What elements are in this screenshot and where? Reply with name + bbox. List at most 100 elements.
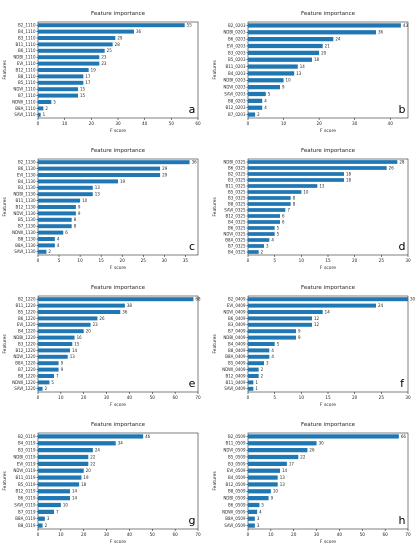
x-tick-label: 0	[37, 395, 40, 400]
bar	[38, 211, 76, 216]
data-label: 5	[277, 341, 280, 346]
data-label: 22	[90, 461, 96, 466]
bar	[248, 226, 275, 230]
panel-letter: f	[400, 377, 405, 390]
data-label: 43	[403, 23, 409, 28]
data-label: 55	[187, 23, 193, 28]
data-label: 19	[83, 475, 89, 480]
bar	[248, 172, 344, 176]
y-tick-label: B5_1110	[18, 80, 36, 85]
y-tick-label: NDBI_1220	[13, 335, 36, 340]
y-tick-label: B7_0119	[18, 509, 36, 514]
x-tick-label: 20	[120, 258, 126, 263]
data-label: 24	[335, 37, 341, 42]
data-label: 23	[101, 61, 107, 66]
x-tick-label: 40	[142, 121, 148, 126]
x-tick-label: 20	[291, 532, 297, 537]
x-tick-label: 0	[247, 532, 250, 537]
y-tick-label: B2_1220	[18, 297, 36, 302]
panel-h: Feature importance 0 10 20 30 40 50 60 70 F score…	[212, 422, 411, 545]
y-tick-label: B4_0119	[18, 441, 36, 446]
x-tick-label: 25	[141, 258, 147, 263]
x-tick-label: 40	[127, 532, 133, 537]
data-label: 22	[90, 454, 96, 459]
bar	[248, 30, 376, 35]
x-tick-label: 15	[325, 395, 331, 400]
data-label: 14	[72, 348, 78, 353]
y-tick-label: B2_0203	[228, 23, 246, 28]
y-axis-label: Features	[2, 471, 8, 491]
y-tick-label: NDVI_1110	[13, 87, 36, 92]
y-tick-label: B5_0409	[228, 361, 246, 366]
data-label: 9	[282, 85, 285, 90]
bar	[248, 232, 275, 236]
bar	[248, 348, 270, 353]
data-label: 26	[389, 165, 395, 170]
x-tick-label: 50	[360, 532, 366, 537]
data-label: 21	[325, 43, 331, 48]
panel-title: Feature importance	[91, 422, 146, 428]
x-tick-label: 30	[104, 395, 110, 400]
data-label: 15	[80, 87, 86, 92]
data-label: 18	[314, 57, 320, 62]
y-tick-label: B2_1130	[18, 160, 36, 165]
x-tick-label: 60	[195, 121, 201, 126]
data-label: 6	[65, 230, 68, 235]
plot-frame	[247, 21, 409, 119]
y-tick-label: B5_0325	[228, 189, 246, 194]
y-tick-label: B8A_0119	[15, 516, 36, 521]
x-tick-label: 30	[352, 121, 358, 126]
data-label: 23	[93, 322, 99, 327]
bar	[38, 374, 54, 378]
bar	[248, 303, 376, 308]
x-tick-label: 5	[58, 258, 61, 263]
data-label: 13	[95, 192, 101, 197]
bar	[248, 448, 308, 453]
data-label: 25	[107, 48, 113, 53]
data-label: 2	[261, 367, 264, 372]
x-tick-label: 40	[388, 121, 394, 126]
y-tick-label: B7_1130	[18, 224, 36, 229]
y-tick-label: B6_0325	[228, 225, 246, 230]
bar	[38, 36, 116, 40]
bar	[248, 98, 263, 103]
bar	[248, 208, 286, 212]
data-label: 30	[319, 441, 325, 446]
y-tick-label: B6_0509	[228, 502, 246, 507]
y-tick-label: B2_0119	[18, 434, 36, 439]
panel-c: Feature importance 0 5 10 15 20 25 30 35 F score F…	[2, 148, 199, 271]
data-label: 28	[115, 42, 121, 47]
y-tick-label: B7_1220	[18, 367, 36, 372]
data-label: 36	[136, 29, 142, 34]
bar	[248, 112, 256, 117]
data-label: 12	[314, 322, 320, 327]
bar	[38, 367, 59, 372]
data-label: 4	[271, 348, 274, 353]
data-label: 7	[287, 207, 290, 212]
bar	[248, 475, 278, 480]
bar	[248, 71, 295, 76]
data-label: 18	[346, 171, 352, 176]
x-tick-label: 10	[281, 121, 287, 126]
data-label: 3	[266, 361, 269, 366]
bar	[38, 489, 70, 494]
bar	[248, 441, 317, 446]
data-label: 10	[273, 489, 279, 494]
bar	[38, 205, 76, 209]
bar	[248, 509, 258, 514]
bar	[248, 461, 287, 466]
bar	[38, 502, 61, 508]
data-label: 9	[61, 361, 64, 366]
y-tick-label: B5_0509	[228, 454, 246, 459]
y-tick-label: NDBI_0203	[223, 30, 246, 35]
bar	[248, 50, 320, 55]
y-tick-label: B8A_0509	[225, 516, 246, 521]
x-tick-label: 50	[169, 121, 175, 126]
data-label: 9	[78, 211, 81, 216]
data-label: 12	[314, 316, 320, 321]
data-label: 17	[85, 74, 91, 79]
x-tick-label: 15	[98, 258, 104, 263]
y-tick-label: EVI_1110	[17, 61, 36, 66]
data-label: 18	[81, 482, 87, 487]
